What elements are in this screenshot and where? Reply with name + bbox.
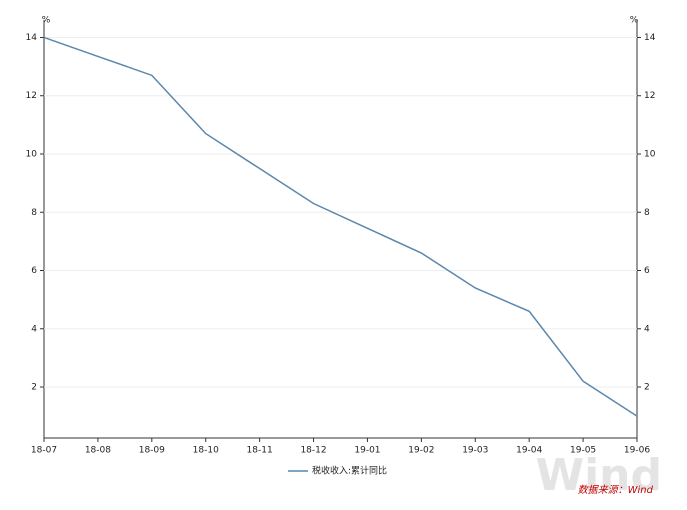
x-tick-label: 19-03 [462,446,488,456]
legend-label: 税收收入:累计同比 [312,465,387,477]
y2-tick-label: 8 [644,208,650,218]
y2-tick-label: 10 [644,149,656,159]
x-tick-label: 18-07 [31,446,57,456]
x-tick-label: 19-06 [624,446,650,456]
y-tick-label: 12 [26,91,37,101]
x-tick-label: 18-08 [85,446,111,456]
source: 数据来源：Wind [578,484,654,496]
x-tick-label: 18-11 [247,446,273,456]
y-tick-label: 6 [31,266,37,276]
y-tick-label: 2 [31,383,37,393]
y-unit: % [42,16,51,26]
x-tick-label: 19-01 [354,446,380,456]
y-tick-label: 10 [26,149,38,159]
y2-tick-label: 12 [644,91,655,101]
y2-tick-label: 6 [644,266,650,276]
watermark: Wind [536,450,662,501]
y-tick-label: 8 [31,208,37,218]
x-tick-label: 19-04 [516,446,542,456]
y2-unit: % [630,16,639,26]
x-tick-label: 18-09 [139,446,165,456]
x-tick-label: 18-12 [300,446,326,456]
x-tick-label: 18-10 [193,446,219,456]
y2-tick-label: 4 [644,324,650,334]
x-tick-label: 19-02 [408,446,434,456]
line [43,36,638,417]
y-tick-label: 4 [31,324,37,334]
x-tick-label: 19-05 [570,446,596,456]
y-tick-label: 14 [26,33,38,43]
y2-tick-label: 2 [644,383,650,393]
y2-tick-label: 14 [644,33,656,43]
